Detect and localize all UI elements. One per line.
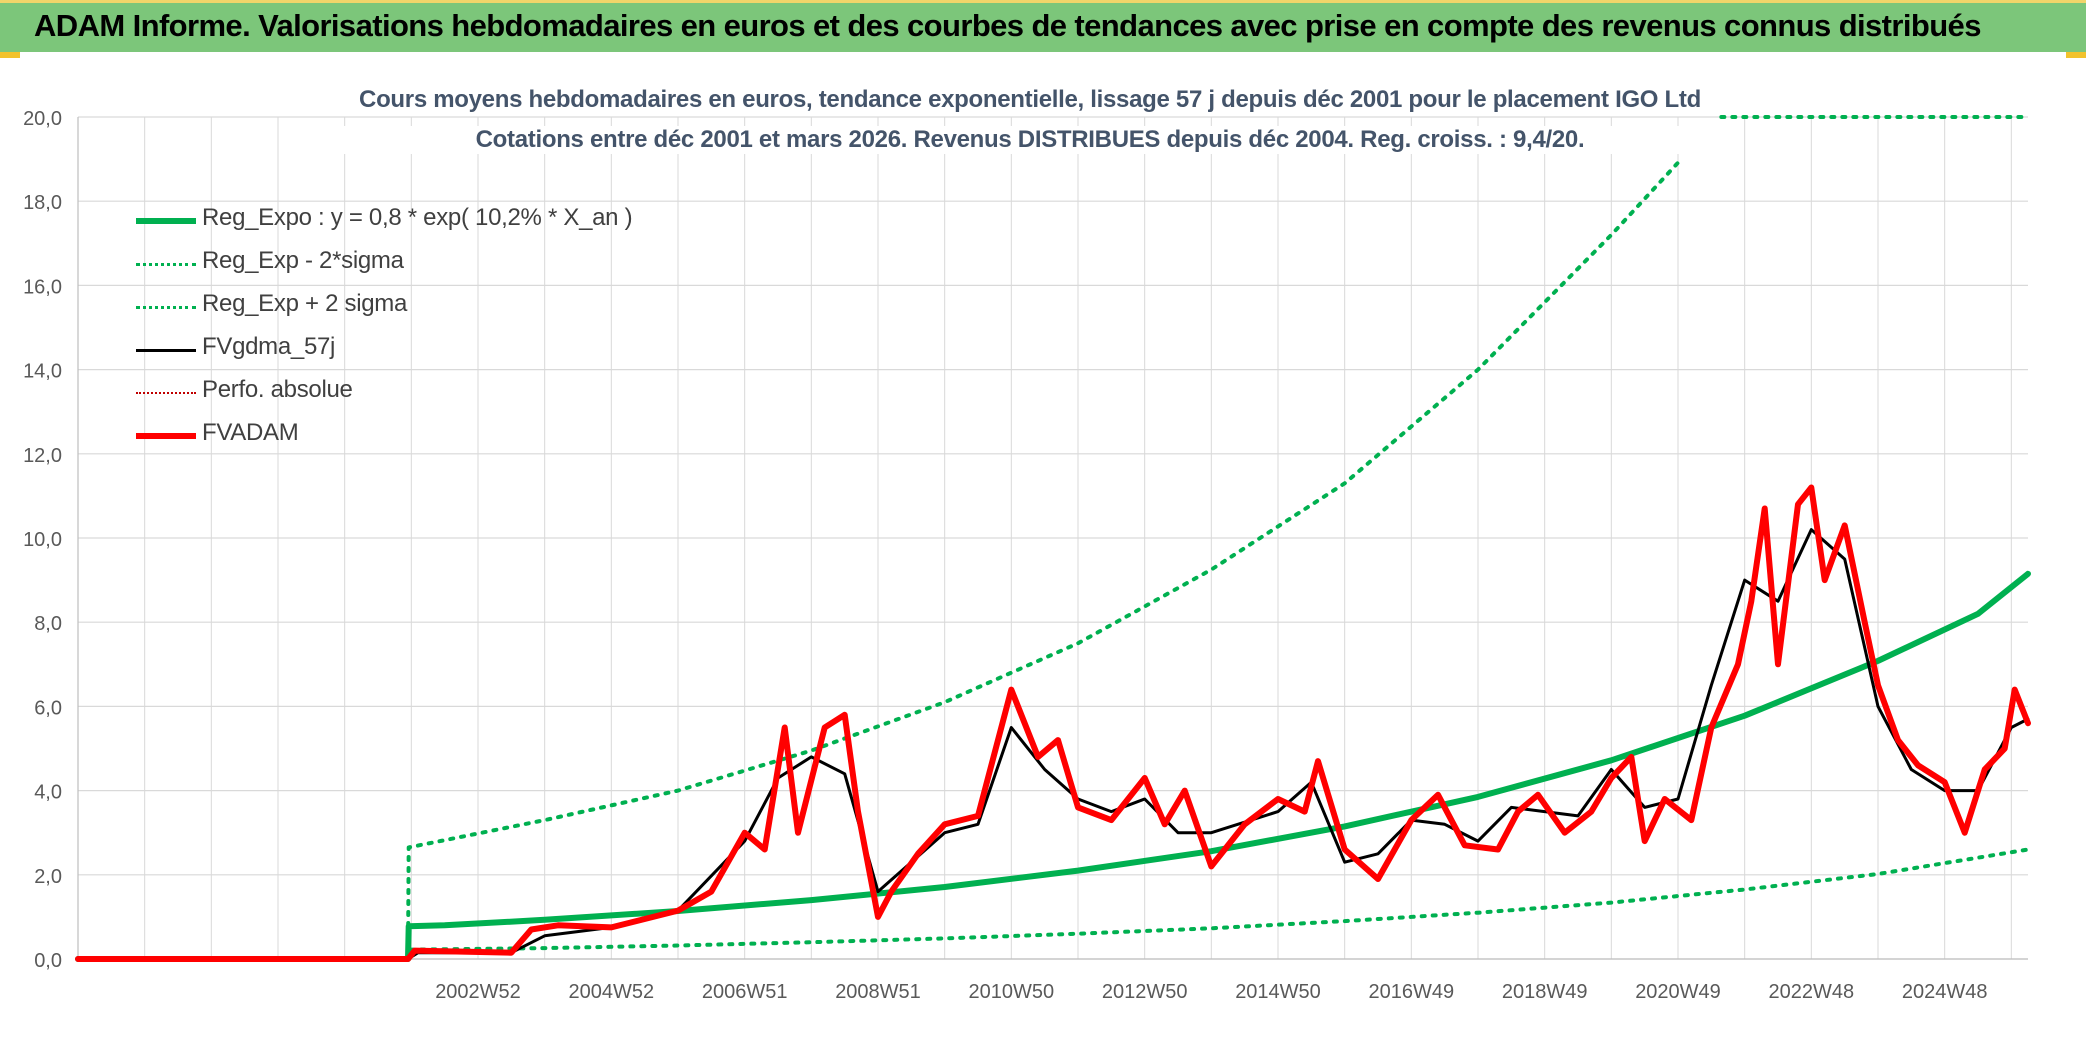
series-line-3 — [76, 528, 2030, 961]
legend-swatch — [136, 262, 196, 266]
legend-label: Reg_Expo : y = 0,8 * exp( 10,2% * X_an ) — [202, 204, 633, 231]
corner-decoration-left — [0, 52, 20, 58]
x-tick-label: 2020W49 — [1635, 981, 1721, 1003]
y-tick-label: 4,0 — [34, 782, 62, 804]
x-tick-label: 2022W48 — [1769, 981, 1855, 1003]
y-tick-label: 12,0 — [23, 445, 62, 467]
x-tick-label: 2012W50 — [1102, 981, 1188, 1003]
x-tick-label: 2004W52 — [569, 981, 655, 1003]
x-tick-label: 2024W48 — [1902, 981, 1988, 1003]
chart-title: Cours moyens hebdomadaires en euros, ten… — [330, 86, 1730, 114]
legend-label: FVADAM — [202, 419, 299, 446]
corner-decoration-right — [2066, 52, 2086, 58]
legend-swatch — [136, 348, 196, 352]
y-tick-label: 0,0 — [34, 950, 62, 972]
y-tick-label: 18,0 — [23, 192, 62, 214]
series-line-2 — [76, 157, 1684, 961]
series-line-5 — [75, 484, 2031, 962]
x-tick-label: 2002W52 — [435, 981, 521, 1003]
legend-label: Reg_Exp + 2 sigma — [202, 290, 408, 317]
legend-swatch — [136, 218, 196, 224]
legend-label: FVgdma_57j — [202, 333, 336, 360]
y-tick-label: 6,0 — [34, 697, 62, 719]
y-tick-label: 10,0 — [23, 529, 62, 551]
y-tick-label: 14,0 — [23, 361, 62, 383]
series-line-0 — [75, 570, 2031, 962]
y-tick-label: 8,0 — [34, 613, 62, 635]
legend-label: Reg_Exp - 2*sigma — [202, 247, 404, 274]
x-tick-label: 2006W51 — [702, 981, 788, 1003]
x-tick-label: 2014W50 — [1235, 981, 1321, 1003]
x-tick-label: 2018W49 — [1502, 981, 1588, 1003]
y-tick-label: 20,0 — [23, 108, 62, 130]
report-header: ADAM Informe. Valorisations hebdomadaire… — [0, 0, 2086, 52]
chart-subtitle: Cotations entre déc 2001 et mars 2026. R… — [330, 126, 1730, 154]
y-tick-label: 2,0 — [34, 866, 62, 888]
y-tick-label: 16,0 — [23, 276, 62, 298]
series-line-1 — [76, 847, 2030, 961]
x-tick-label: 2010W50 — [969, 981, 1055, 1003]
legend-swatch — [136, 392, 196, 394]
legend-label: Perfo. absolue — [202, 376, 353, 403]
legend-swatch — [136, 433, 196, 439]
x-tick-label: 2008W51 — [835, 981, 921, 1003]
legend-swatch — [136, 305, 196, 309]
x-tick-label: 2016W49 — [1369, 981, 1455, 1003]
line-chart: 0,0 2,0 4,0 6,0 8,0 10,0 12,0 14,0 16,0 18,0 20,0 2… — [23, 108, 2031, 1003]
report-title: ADAM Informe. Valorisations hebdomadaire… — [34, 8, 1981, 43]
